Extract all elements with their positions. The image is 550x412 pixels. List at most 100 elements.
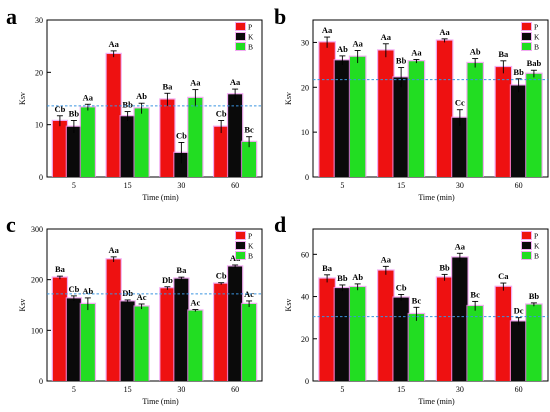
significance-label: Aa bbox=[352, 39, 363, 49]
legend-label-K: K bbox=[248, 33, 254, 42]
significance-label: Ab bbox=[136, 91, 147, 101]
x-tick-label: 60 bbox=[515, 181, 523, 190]
significance-label: Ab bbox=[352, 272, 363, 282]
significance-label: Aa bbox=[83, 92, 94, 102]
legend-label-P: P bbox=[248, 232, 252, 241]
significance-label: Bb bbox=[396, 56, 407, 66]
legend-swatch-B bbox=[522, 43, 531, 50]
bar-B bbox=[350, 287, 366, 381]
legend-label-P: P bbox=[248, 23, 252, 32]
x-axis-label: Time (min) bbox=[142, 397, 179, 406]
x-tick-label: 30 bbox=[177, 181, 185, 190]
y-tick-label: 100 bbox=[31, 326, 43, 335]
bar-P bbox=[160, 99, 175, 177]
significance-label: Aa bbox=[381, 32, 392, 42]
plot-frame bbox=[46, 228, 263, 382]
bar-B bbox=[467, 306, 483, 381]
bar-K bbox=[510, 85, 527, 177]
bar-K bbox=[393, 297, 409, 381]
legend-swatch-B bbox=[522, 252, 531, 259]
significance-label: Aa bbox=[108, 245, 119, 255]
bar-K bbox=[228, 94, 243, 177]
bar-K bbox=[120, 301, 135, 381]
bar-K bbox=[452, 117, 468, 177]
significance-label: Ab bbox=[337, 44, 348, 54]
significance-label: Aa bbox=[455, 241, 466, 251]
x-axis-label: Time (min) bbox=[418, 193, 455, 202]
bar-B bbox=[526, 304, 542, 381]
plot-frame bbox=[46, 19, 263, 178]
significance-label: Cb bbox=[396, 282, 407, 292]
significance-label: Aa bbox=[439, 27, 450, 37]
significance-label: Cb bbox=[216, 271, 227, 281]
bar-B bbox=[467, 63, 483, 177]
plot-frame bbox=[312, 228, 549, 382]
legend-swatch-B bbox=[236, 252, 245, 259]
y-tick-label: 0 bbox=[305, 377, 309, 386]
bar-K bbox=[174, 152, 189, 177]
legend-label-B: B bbox=[248, 252, 253, 261]
x-tick-label: 60 bbox=[515, 385, 523, 394]
bar-K bbox=[510, 321, 527, 381]
significance-label: Ab bbox=[82, 286, 93, 296]
significance-label: Aa bbox=[190, 78, 201, 88]
bar-B bbox=[80, 303, 95, 381]
bar-P bbox=[106, 54, 121, 178]
significance-label: Ba bbox=[498, 49, 509, 59]
legend-label-B: B bbox=[248, 43, 253, 52]
bar-P bbox=[214, 283, 229, 381]
bar-P bbox=[495, 67, 511, 177]
legend-swatch-P bbox=[236, 232, 245, 239]
bar-P bbox=[378, 270, 394, 381]
legend-label-K: K bbox=[534, 242, 540, 251]
x-tick-label: 15 bbox=[397, 385, 405, 394]
x-tick-label: 30 bbox=[456, 181, 464, 190]
bar-P bbox=[319, 278, 335, 381]
significance-label: Ac bbox=[137, 292, 147, 302]
y-tick-label: 10 bbox=[301, 128, 309, 137]
y-tick-label: 0 bbox=[305, 173, 309, 182]
significance-label: Ba bbox=[176, 265, 187, 275]
plot-frame bbox=[312, 19, 549, 178]
significance-label: Bc bbox=[244, 125, 254, 135]
bar-B bbox=[188, 97, 203, 177]
bar-B bbox=[134, 306, 149, 381]
significance-label: Bb bbox=[337, 273, 348, 283]
significance-label: Cb bbox=[68, 284, 79, 294]
x-tick-label: 5 bbox=[72, 181, 76, 190]
significance-label: Bb bbox=[69, 108, 80, 118]
bar-K bbox=[120, 116, 135, 177]
significance-label: Ca bbox=[498, 271, 509, 281]
significance-label: Ac bbox=[190, 298, 200, 308]
y-axis-label: Ksv bbox=[18, 92, 27, 105]
panel-d: d 0 20 40 60 Ksv Time (min) 5 Ba Bb Ab 15 Aa Cb Bc 30 Bb… bbox=[274, 212, 549, 406]
significance-label: Db bbox=[162, 275, 173, 285]
y-tick-label: 30 bbox=[35, 16, 43, 25]
x-tick-label: 30 bbox=[456, 385, 464, 394]
y-tick-label: 30 bbox=[301, 38, 309, 47]
significance-label: Cb bbox=[176, 130, 187, 140]
y-tick-label: 20 bbox=[301, 83, 309, 92]
legend-label-K: K bbox=[534, 33, 540, 42]
y-tick-label: 40 bbox=[301, 293, 309, 302]
x-tick-label: 15 bbox=[397, 181, 405, 190]
significance-label: Dc bbox=[514, 306, 524, 316]
bar-B bbox=[242, 303, 257, 381]
y-tick-label: 0 bbox=[39, 377, 43, 386]
bar-B bbox=[188, 310, 203, 381]
bar-B bbox=[526, 73, 542, 177]
significance-label: Cc bbox=[455, 98, 465, 108]
legend-swatch-K bbox=[522, 33, 531, 40]
bar-P bbox=[160, 288, 175, 381]
bar-B bbox=[134, 108, 149, 177]
bar-P bbox=[52, 121, 67, 177]
significance-label: Aa bbox=[108, 39, 119, 49]
legend-label-K: K bbox=[248, 242, 254, 251]
x-tick-label: 30 bbox=[177, 385, 185, 394]
significance-label: Bb bbox=[513, 67, 524, 77]
significance-label: Db bbox=[122, 288, 133, 298]
significance-label: Bab bbox=[527, 58, 542, 68]
legend-swatch-B bbox=[236, 43, 245, 50]
panel-letter: a bbox=[6, 4, 17, 29]
